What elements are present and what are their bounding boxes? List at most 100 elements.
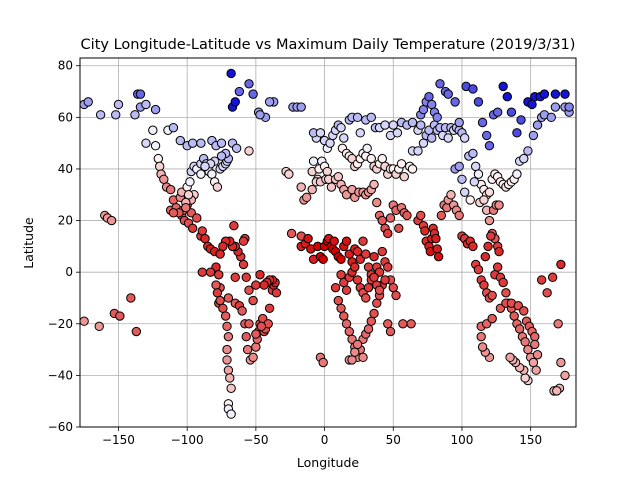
city-point xyxy=(259,280,269,290)
city-point xyxy=(528,130,539,141)
city-point xyxy=(330,282,341,293)
city-point xyxy=(486,231,496,241)
city-point xyxy=(492,262,503,272)
city-point xyxy=(556,259,566,270)
city-point xyxy=(457,174,467,184)
city-point xyxy=(388,282,398,293)
city-point xyxy=(377,153,387,164)
city-point xyxy=(126,293,136,303)
city-point xyxy=(234,86,245,97)
city-point xyxy=(468,241,478,252)
city-point xyxy=(218,241,228,252)
city-point xyxy=(479,195,489,205)
city-point xyxy=(248,89,258,99)
city-point xyxy=(339,311,349,321)
city-point xyxy=(446,190,456,200)
city-point xyxy=(369,179,379,190)
city-point xyxy=(205,267,216,277)
city-point xyxy=(352,112,363,123)
city-point xyxy=(159,174,169,184)
y-tick-label: 20 xyxy=(58,214,73,228)
city-point xyxy=(318,254,328,264)
city-point xyxy=(465,195,475,205)
city-point xyxy=(336,254,346,264)
city-point xyxy=(341,285,352,295)
city-point xyxy=(520,373,530,383)
city-point xyxy=(341,236,352,246)
city-point xyxy=(372,197,382,208)
city-point xyxy=(264,97,275,107)
city-point xyxy=(532,350,543,360)
city-point xyxy=(256,321,267,332)
city-point xyxy=(115,311,125,321)
city-point xyxy=(135,89,146,99)
city-point xyxy=(94,321,104,332)
city-point xyxy=(362,143,372,154)
city-point xyxy=(248,352,258,363)
city-point xyxy=(564,102,574,112)
city-point xyxy=(516,115,526,125)
city-point xyxy=(407,117,418,128)
city-point xyxy=(424,92,434,102)
city-point xyxy=(435,79,445,89)
city-point xyxy=(560,89,570,99)
city-point xyxy=(329,236,339,246)
city-point xyxy=(494,246,504,257)
city-point xyxy=(113,99,124,110)
city-point xyxy=(302,192,312,203)
city-point xyxy=(83,97,93,107)
city-point xyxy=(216,138,227,148)
city-point xyxy=(230,272,240,283)
city-point xyxy=(150,104,161,115)
city-point xyxy=(255,270,265,280)
city-point xyxy=(303,233,313,244)
city-point xyxy=(374,285,385,295)
city-point xyxy=(336,303,346,314)
city-point xyxy=(443,133,453,143)
city-point xyxy=(215,295,225,306)
city-point xyxy=(196,138,206,148)
city-point xyxy=(536,275,547,285)
city-point xyxy=(480,251,491,262)
city-point xyxy=(185,177,195,187)
city-point xyxy=(322,166,333,177)
city-point xyxy=(416,210,426,221)
city-point xyxy=(168,208,179,218)
data-points xyxy=(79,68,574,419)
city-point xyxy=(168,122,179,133)
city-point xyxy=(481,130,492,141)
city-point xyxy=(296,182,306,192)
city-point xyxy=(416,120,426,130)
city-point xyxy=(420,226,430,236)
city-point xyxy=(230,97,240,107)
city-point xyxy=(341,319,352,329)
city-point xyxy=(471,161,481,172)
city-point xyxy=(318,357,328,368)
city-point xyxy=(130,110,140,120)
city-point xyxy=(427,99,437,110)
city-point xyxy=(361,293,371,303)
city-point xyxy=(553,319,563,329)
city-point xyxy=(336,270,346,280)
city-point xyxy=(325,138,335,148)
x-tick-label: 0 xyxy=(321,433,329,447)
city-point xyxy=(244,319,254,329)
city-point xyxy=(380,120,390,130)
city-point xyxy=(477,342,488,352)
y-axis-label: Latitude xyxy=(21,217,36,269)
city-point xyxy=(483,241,493,252)
city-point xyxy=(394,223,404,234)
city-point xyxy=(385,213,396,223)
city-point xyxy=(385,326,396,337)
city-point xyxy=(377,215,387,226)
city-point xyxy=(315,128,326,138)
city-point xyxy=(231,143,242,154)
city-point xyxy=(476,331,486,342)
city-point xyxy=(512,128,522,138)
city-point xyxy=(399,171,409,182)
city-point xyxy=(196,169,206,179)
city-point xyxy=(369,251,379,262)
y-tick-label: −60 xyxy=(48,420,73,434)
city-point xyxy=(350,262,360,272)
